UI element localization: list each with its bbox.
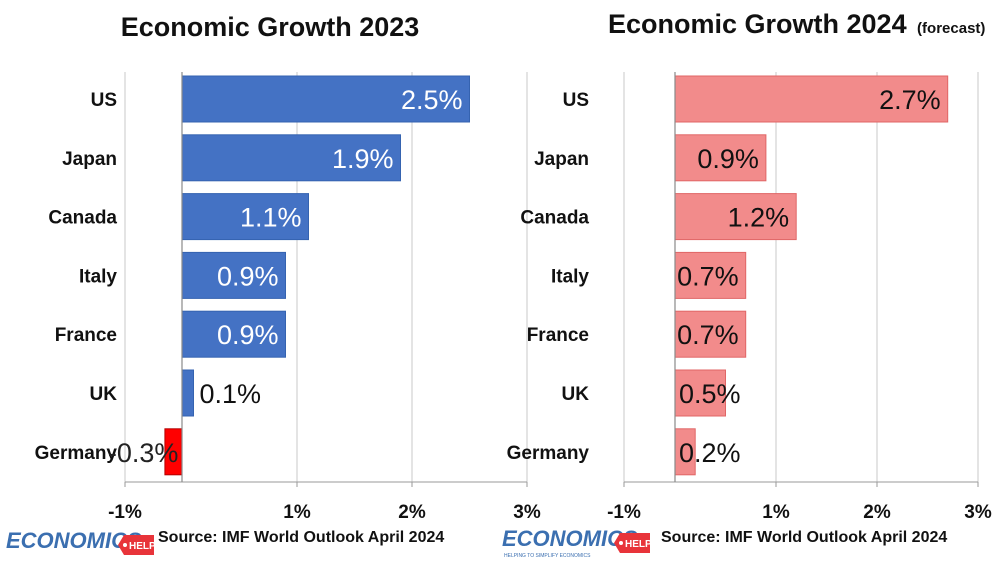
right-category-uk: UK [562, 384, 590, 405]
logo-tagline: HELPING TO SIMPLIFY ECONOMICS [504, 553, 591, 559]
right-bar-canada [674, 193, 797, 241]
chart-2023: Economic Growth 2023 US Japan Canada Italy F… [35, 12, 541, 546]
left-data-label-us: 2.5% [401, 85, 463, 115]
left-bar-uk [181, 369, 194, 417]
right-data-label-france: 0.7% [677, 320, 739, 350]
left-tick-label-2: 2% [398, 502, 426, 523]
right-category-us: US [563, 90, 589, 111]
left-tick-label-1: 1% [283, 502, 311, 523]
right-bar-uk [674, 369, 726, 417]
logo-badge-2: HELP [614, 533, 652, 553]
left-data-label-uk: 0.1% [200, 379, 262, 409]
left-category-japan: Japan [62, 149, 117, 170]
right-tick-label-2: 2% [863, 502, 891, 523]
chart-2024-title-group: Economic Growth 2024 (forecast) [608, 9, 985, 39]
left-category-us: US [91, 90, 117, 111]
chart-2024-title: Economic Growth 2024 [608, 9, 907, 39]
right-data-label-italy: 0.7% [677, 261, 739, 291]
left-data-label-canada: 1.1% [240, 203, 302, 233]
left-bar-france [181, 310, 286, 358]
chart-2023-category-labels: US Japan Canada Italy France UK Germany [35, 90, 118, 464]
left-category-france: France [55, 325, 117, 346]
left-data-label-germany: -0.3% [108, 438, 179, 468]
logo-badge-text-2: HELP [625, 539, 652, 550]
left-data-label-italy: 0.9% [217, 261, 279, 291]
economics-help-logo: ECONOMICS HELP [6, 528, 156, 555]
right-tick-label-1: 1% [762, 502, 790, 523]
chart-2024-gridlines [623, 72, 979, 487]
chart-2024: Economic Growth 2024 (forecast) US Japan C… [507, 9, 992, 546]
right-category-germany: Germany [507, 443, 590, 464]
chart-2024-title-suffix: (forecast) [917, 20, 985, 37]
right-tick-label-0: -1% [607, 502, 641, 523]
left-category-germany: Germany [35, 443, 118, 464]
right-data-label-us: 2.7% [879, 85, 941, 115]
left-category-italy: Italy [79, 266, 117, 287]
left-tick-label-3: 3% [513, 502, 541, 523]
right-data-label-canada: 1.2% [728, 203, 790, 233]
logo-badge: HELP [118, 535, 156, 555]
chart-2024-source: Source: IMF World Outlook April 2024 [661, 529, 947, 546]
left-category-uk: UK [90, 384, 118, 405]
left-bar-italy [181, 251, 286, 299]
chart-2024-tick-labels: -1% 1% 2% 3% [607, 502, 992, 523]
logo-word: ECONOMICS [6, 528, 142, 553]
left-bar-us [181, 75, 470, 123]
chart-2023-title: Economic Growth 2023 [121, 12, 420, 42]
right-bar-us [674, 75, 949, 123]
right-data-label-germany: 0.2% [679, 438, 741, 468]
left-bar-japan [181, 134, 401, 182]
chart-2024-bars [674, 72, 949, 482]
logo-word-2: ECONOMICS [502, 526, 638, 551]
logo-badge-text: HELP [129, 541, 156, 552]
right-category-france: France [527, 325, 589, 346]
chart-2023-source: Source: IMF World Outlook April 2024 [158, 529, 444, 546]
right-category-italy: Italy [551, 266, 589, 287]
chart-2023-data-labels: 2.5%1.9% 1.1% 0.9% 0.9% 0.1% -0.3% [108, 85, 463, 468]
left-data-label-france: 0.9% [217, 320, 279, 350]
right-category-japan: Japan [534, 149, 589, 170]
chart-2024-data-labels: 2.7% 0.9% 1.2% 0.7% 0.7% 0.5% 0.2% [677, 85, 941, 468]
chart-2024-category-labels: US Japan Canada Italy France UK Germany [507, 90, 590, 464]
left-tick-label-0: -1% [108, 502, 142, 523]
chart-2023-tick-labels: -1% 1% 2% 3% [108, 502, 541, 523]
right-data-label-japan: 0.9% [697, 144, 759, 174]
right-bar-france [674, 310, 747, 358]
right-tick-label-3: 3% [964, 502, 992, 523]
economics-help-logo-2: ECONOMICS HELP HELPING TO SIMPLIFY ECONO… [502, 526, 652, 559]
left-data-label-japan: 1.9% [332, 144, 394, 174]
left-bar-canada [181, 193, 309, 241]
left-category-canada: Canada [48, 208, 117, 229]
right-category-canada: Canada [520, 208, 589, 229]
right-bar-japan [674, 134, 767, 182]
chart-2023-bars [164, 72, 470, 482]
right-data-label-uk: 0.5% [679, 379, 741, 409]
right-bar-italy [674, 251, 747, 299]
